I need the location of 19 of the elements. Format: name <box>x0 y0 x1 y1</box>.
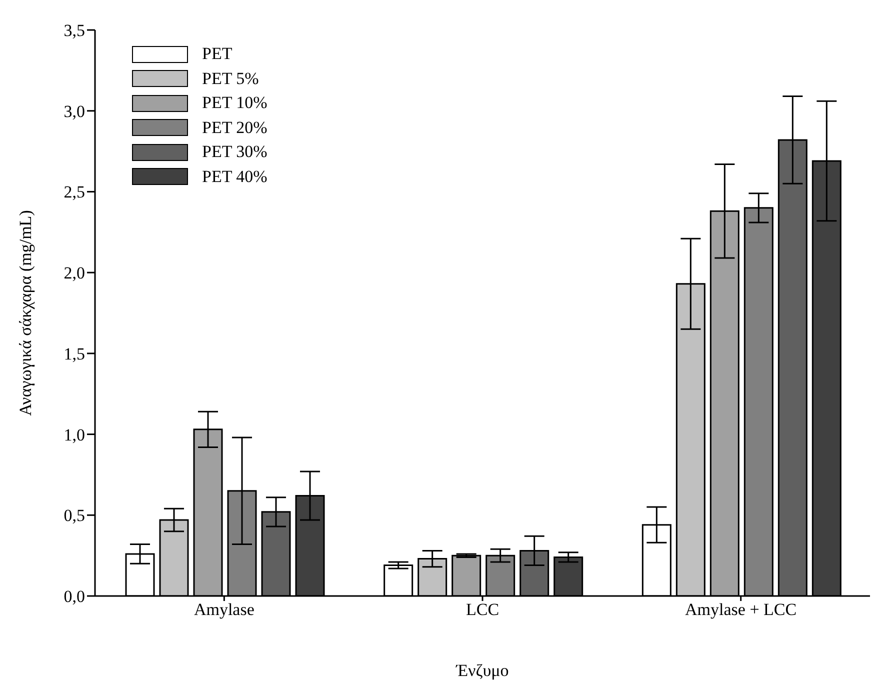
legend-label: PET 40% <box>202 166 268 187</box>
y-tick-label: 0,0 <box>64 587 85 606</box>
legend-label: PET 10% <box>202 93 268 114</box>
y-tick-label: 2,5 <box>64 182 85 202</box>
y-tick-label: 0,5 <box>64 506 85 526</box>
legend-label: PET 20% <box>202 118 268 138</box>
x-axis-title: Ένζυμο <box>455 661 509 680</box>
legend-label: PET <box>202 44 232 64</box>
x-tick-label: Amylase + LCC <box>685 600 797 620</box>
y-tick-label: 3,0 <box>64 102 85 121</box>
x-tick-label: Amylase <box>194 600 254 620</box>
legend-label: PET 30% <box>202 142 268 162</box>
y-tick-label: 2,0 <box>64 264 85 283</box>
y-tick-label: 3,5 <box>64 21 85 40</box>
legend-label: PET 5% <box>202 68 259 89</box>
x-tick-label: LCC <box>466 600 500 620</box>
y-tick-label: 1,5 <box>64 344 85 364</box>
y-tick-label: 1,0 <box>64 425 85 444</box>
y-axis-title: Αναγωγικά σάκχαρα (mg/mL) <box>16 210 36 416</box>
